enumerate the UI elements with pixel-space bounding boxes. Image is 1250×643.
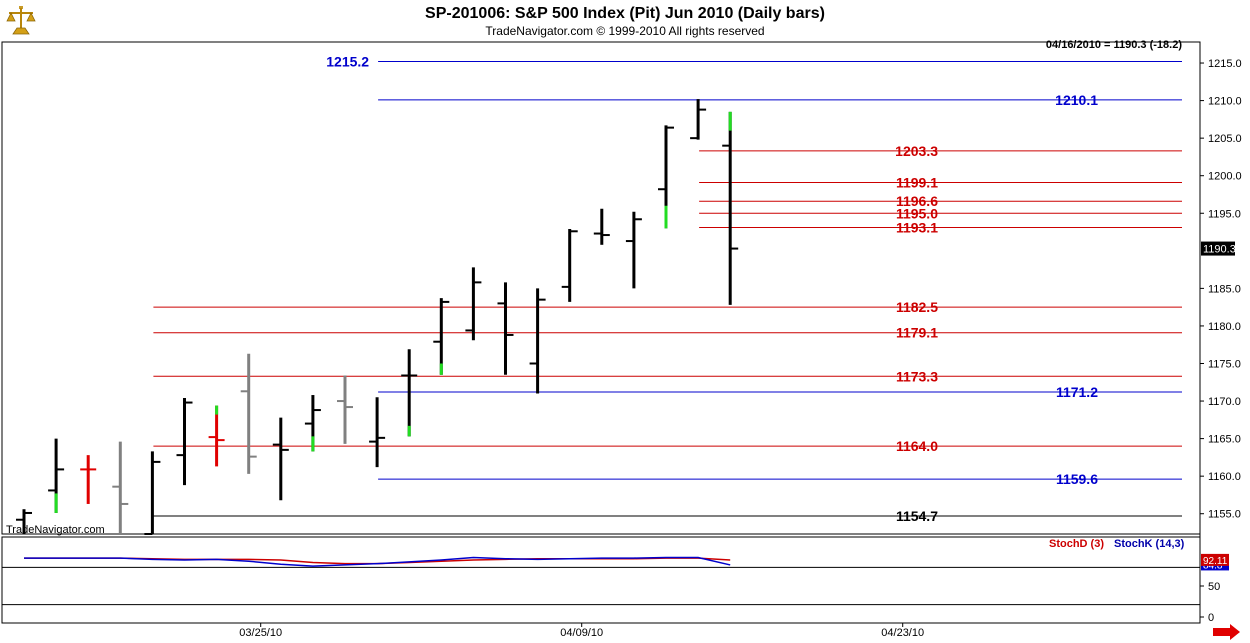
ohlc-bar bbox=[304, 395, 321, 452]
level-label: 1195.0 bbox=[896, 205, 938, 221]
ohlc-bar bbox=[625, 211, 642, 289]
ohlc-bar bbox=[690, 99, 707, 140]
stochd-value: 92.11 bbox=[1203, 556, 1228, 567]
chart-title: SP-201006: S&P 500 Index (Pit) Jun 2010 … bbox=[425, 5, 825, 22]
ohlc-bar bbox=[272, 417, 289, 501]
ohlc-bar bbox=[80, 455, 97, 504]
ohlc-bar bbox=[208, 405, 225, 467]
y-tick-label: 1185.0 bbox=[1208, 283, 1241, 295]
y-tick-label: 1210.0 bbox=[1208, 96, 1242, 108]
y-tick-label: 1160.0 bbox=[1208, 471, 1241, 483]
level-label: 1154.7 bbox=[896, 508, 938, 524]
price-axis: 1155.0 1160.0 1165.0 1170.0 1175.0 1180.0 1185… bbox=[1200, 58, 1242, 521]
price-bars bbox=[16, 99, 739, 535]
scroll-right-arrow-icon[interactable] bbox=[1213, 624, 1240, 640]
y-tick-label: 1175.0 bbox=[1208, 358, 1241, 370]
y-tick-label: 1165.0 bbox=[1208, 434, 1241, 446]
x-tick-label: 03/25/10 bbox=[239, 627, 282, 639]
y-tick-label: 1215.0 bbox=[1208, 58, 1242, 70]
trade-navigator-logo-icon bbox=[6, 6, 36, 35]
ohlc-bar bbox=[658, 125, 674, 229]
chart-annotations: 04/16/2010 = 1190.3 (-18.2) TradeNavigat… bbox=[6, 39, 1185, 550]
level-label: 1179.1 bbox=[896, 325, 938, 341]
level-label: 1210.1 bbox=[1055, 92, 1098, 108]
level-label: 1199.1 bbox=[896, 174, 938, 190]
stoch-tick-label: 50 bbox=[1208, 581, 1220, 593]
ohlc-bar bbox=[465, 267, 482, 341]
ohlc-bar bbox=[593, 208, 610, 245]
stoch-tick-label: 0 bbox=[1208, 612, 1214, 624]
stochk-label: StochK (14,3) bbox=[1114, 538, 1185, 550]
ohlc-bar bbox=[433, 298, 450, 375]
level-label: 1193.1 bbox=[896, 220, 938, 236]
level-label: 1203.3 bbox=[895, 143, 938, 159]
ohlc-bar bbox=[369, 397, 386, 468]
ohlc-bar bbox=[561, 229, 578, 302]
y-tick-label: 1200.0 bbox=[1208, 171, 1242, 183]
ohlc-bar bbox=[529, 288, 546, 394]
level-label: 1182.5 bbox=[896, 299, 938, 315]
level-label: 1171.2 bbox=[1056, 384, 1098, 400]
x-tick-label: 04/23/10 bbox=[881, 627, 924, 639]
y-tick-label: 1195.0 bbox=[1208, 208, 1241, 220]
price-levels: 1215.2 1210.1 1203.3 1199.1 1196.61195.01193… bbox=[153, 54, 1182, 524]
ohlc-bar bbox=[722, 111, 739, 305]
last-price-tag bbox=[1201, 241, 1235, 256]
level-label: 1196.6 bbox=[896, 193, 938, 209]
last-price-value: 1190.3 bbox=[1203, 244, 1236, 256]
ohlc-bar bbox=[48, 438, 65, 513]
ohlc-bar bbox=[144, 451, 161, 535]
ohlc-bar bbox=[176, 398, 193, 486]
stochd-value-tag bbox=[1201, 553, 1229, 566]
level-label: 1164.0 bbox=[896, 438, 938, 454]
chart-subtitle: TradeNavigator.com © 1999-2010 All right… bbox=[485, 24, 765, 38]
ohlc-bar bbox=[112, 441, 129, 534]
level-label: 1215.2 bbox=[326, 54, 369, 70]
watermark: TradeNavigator.com bbox=[6, 524, 105, 536]
stochk-line bbox=[24, 556, 731, 567]
ohlc-bar bbox=[240, 353, 257, 474]
chart-header: SP-201006: S&P 500 Index (Pit) Jun 2010 … bbox=[0, 0, 1250, 42]
ohlc-bar bbox=[337, 375, 353, 444]
ohlc-bar bbox=[401, 349, 418, 437]
stochastic-panel bbox=[24, 556, 731, 567]
ohlc-bar bbox=[16, 509, 32, 534]
date-axis: 03/25/10 04/09/10 04/23/10 bbox=[239, 623, 924, 639]
stochd-label: StochD (3) bbox=[1049, 538, 1104, 550]
y-tick-label: 1155.0 bbox=[1208, 509, 1241, 521]
x-tick-label: 04/09/10 bbox=[560, 627, 603, 639]
level-label: 1173.3 bbox=[896, 368, 938, 384]
y-tick-label: 1170.0 bbox=[1208, 396, 1241, 408]
last-quote: 04/16/2010 = 1190.3 (-18.2) bbox=[1046, 39, 1182, 51]
stoch-grid bbox=[2, 566, 1200, 606]
ohlc-bar bbox=[497, 282, 514, 375]
y-tick-label: 1205.0 bbox=[1208, 133, 1242, 145]
stochastic-axis: 0 50 84.892.11 bbox=[1200, 553, 1229, 624]
y-tick-label: 1180.0 bbox=[1208, 321, 1241, 333]
level-label: 1159.6 bbox=[1056, 471, 1098, 487]
stochk-value: 84.8 bbox=[1203, 560, 1223, 571]
